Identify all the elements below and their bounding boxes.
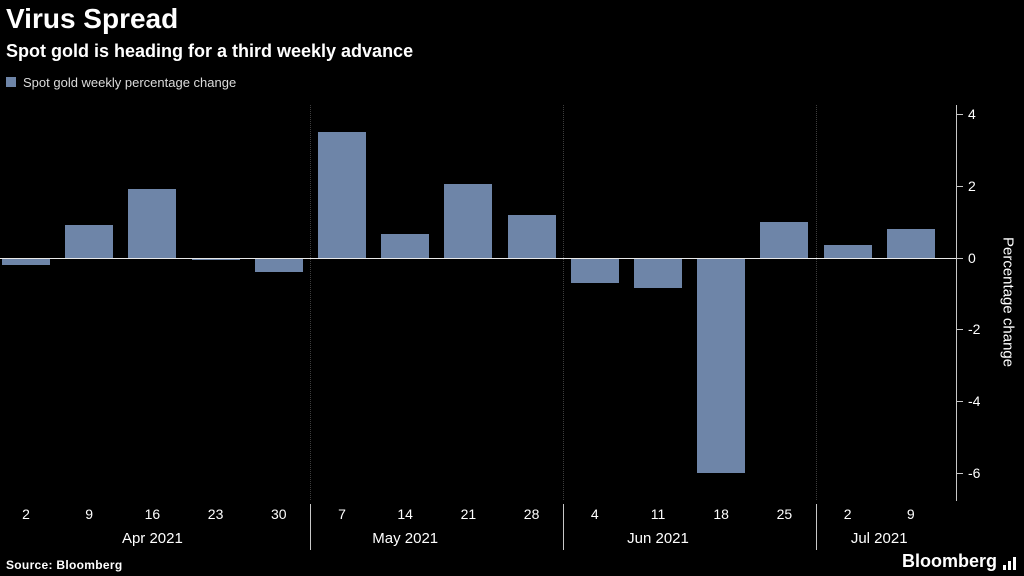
- bar: [444, 184, 493, 258]
- bar: [381, 234, 430, 258]
- y-axis: 4 2 0 -2 -4 -6: [956, 105, 1024, 501]
- bar: [634, 257, 682, 289]
- month-label: May 2021: [372, 530, 439, 547]
- legend-swatch-icon: [6, 77, 16, 88]
- x-tick-label: 18: [713, 506, 729, 522]
- x-tick-label: 9: [85, 506, 94, 522]
- bloomberg-logo: Bloomberg: [902, 551, 1016, 572]
- month-label: Jun 2021: [627, 530, 689, 547]
- month-separator: [310, 504, 312, 550]
- chart-subtitle: Spot gold is heading for a third weekly …: [6, 40, 414, 61]
- bar: [886, 228, 935, 258]
- x-tick-label: 4: [590, 506, 599, 522]
- bar: [128, 189, 177, 258]
- bar: [65, 225, 114, 258]
- y-tick-label: 2: [968, 177, 976, 194]
- chart-title: Virus Spread: [6, 3, 179, 34]
- y-tick-label: 4: [968, 105, 976, 122]
- bar: [823, 245, 872, 258]
- month-separator: [816, 504, 817, 550]
- x-tick-label: 21: [460, 506, 477, 522]
- x-tick-label: 23: [207, 506, 224, 522]
- zero-line: [0, 257, 956, 259]
- y-tick-mark: [957, 473, 963, 475]
- x-axis: Apr 2021 May 2021 Jun 2021 Jul 2021 2 9 16 23 30…: [0, 500, 956, 558]
- x-tick-label: 9: [906, 506, 915, 522]
- y-tick-label: -6: [968, 465, 981, 482]
- chart-header: Virus Spread Spot gold is heading for a …: [6, 3, 414, 90]
- month-label: Jul 2021: [850, 530, 908, 547]
- x-tick-label: 14: [397, 506, 413, 522]
- month-gridline: [563, 105, 565, 500]
- month-separator: [563, 504, 565, 550]
- y-tick-mark: [957, 113, 963, 115]
- y-tick-label: -4: [968, 393, 981, 410]
- x-tick-label: 16: [144, 506, 161, 522]
- x-tick-label: 25: [776, 506, 793, 522]
- bar: [2, 257, 50, 265]
- y-tick-label: -2: [968, 321, 981, 338]
- bar: [318, 131, 366, 258]
- y-tick-label: 0: [968, 249, 976, 266]
- bloomberg-wordmark: Bloomberg: [901, 551, 997, 571]
- x-tick-label: 2: [22, 506, 30, 522]
- x-tick-label: 2: [843, 506, 852, 522]
- y-tick-mark: [957, 257, 963, 259]
- plot-area: [0, 105, 956, 500]
- x-tick-label: 7: [338, 506, 346, 522]
- bar: [254, 257, 303, 272]
- month-label: Apr 2021: [121, 530, 183, 547]
- bloomberg-terminal-icon: [1003, 557, 1016, 570]
- bar: [697, 257, 746, 474]
- source-note: Source: Bloomberg: [6, 558, 123, 572]
- bar: [191, 257, 240, 260]
- legend-label: Spot gold weekly percentage change: [23, 74, 237, 90]
- bar: [507, 214, 556, 258]
- y-tick-mark: [957, 401, 963, 403]
- x-tick-label: 11: [650, 506, 666, 522]
- month-gridline: [310, 105, 312, 500]
- bar: [570, 257, 619, 283]
- legend: Spot gold weekly percentage change: [6, 75, 413, 90]
- y-tick-mark: [957, 185, 963, 187]
- x-tick-label: 30: [271, 506, 287, 522]
- bar: [760, 221, 809, 258]
- month-gridline: [816, 105, 817, 500]
- y-tick-mark: [957, 329, 963, 331]
- y-axis-title: Percentage change: [999, 237, 1017, 368]
- x-tick-label: 28: [523, 506, 540, 522]
